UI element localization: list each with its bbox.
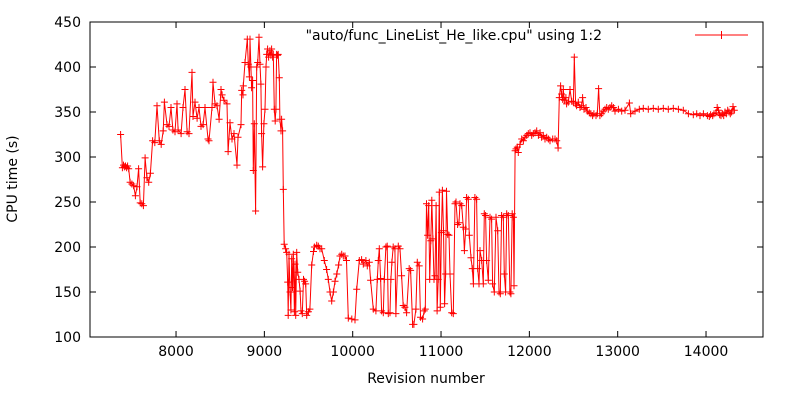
plot-border <box>89 21 764 338</box>
y-tick-label: 350 <box>54 105 81 121</box>
y-tick-label: 150 <box>54 285 81 301</box>
x-tick-label: 12000 <box>507 344 552 360</box>
y-tick-label: 300 <box>54 150 81 166</box>
x-tick-label: 14000 <box>684 344 729 360</box>
legend-label: "auto/func_LineList_He_like.cpu" using 1… <box>306 28 602 44</box>
data-series <box>117 33 738 328</box>
data-point-markers <box>117 33 738 328</box>
axis-tick-labels: 8000 9000 10000 11000 12000 13000 14000 100 150 2… <box>54 15 728 360</box>
x-tick-label: 13000 <box>595 344 640 360</box>
x-tick-label: 9000 <box>247 344 283 360</box>
legend-line-sample <box>695 31 748 39</box>
x-axis-label: Revision number <box>367 371 485 387</box>
y-axis-label: CPU time (s) <box>5 135 21 222</box>
y-tick-label: 400 <box>54 60 81 76</box>
axis-ticks <box>90 21 763 338</box>
x-tick-label: 10000 <box>330 344 375 360</box>
y-tick-label: 100 <box>54 330 81 346</box>
x-tick-label: 8000 <box>158 344 194 360</box>
y-tick-label: 250 <box>54 195 81 211</box>
x-tick-label: 11000 <box>419 344 464 360</box>
y-tick-label: 200 <box>54 240 81 256</box>
y-tick-label: 450 <box>54 15 81 31</box>
